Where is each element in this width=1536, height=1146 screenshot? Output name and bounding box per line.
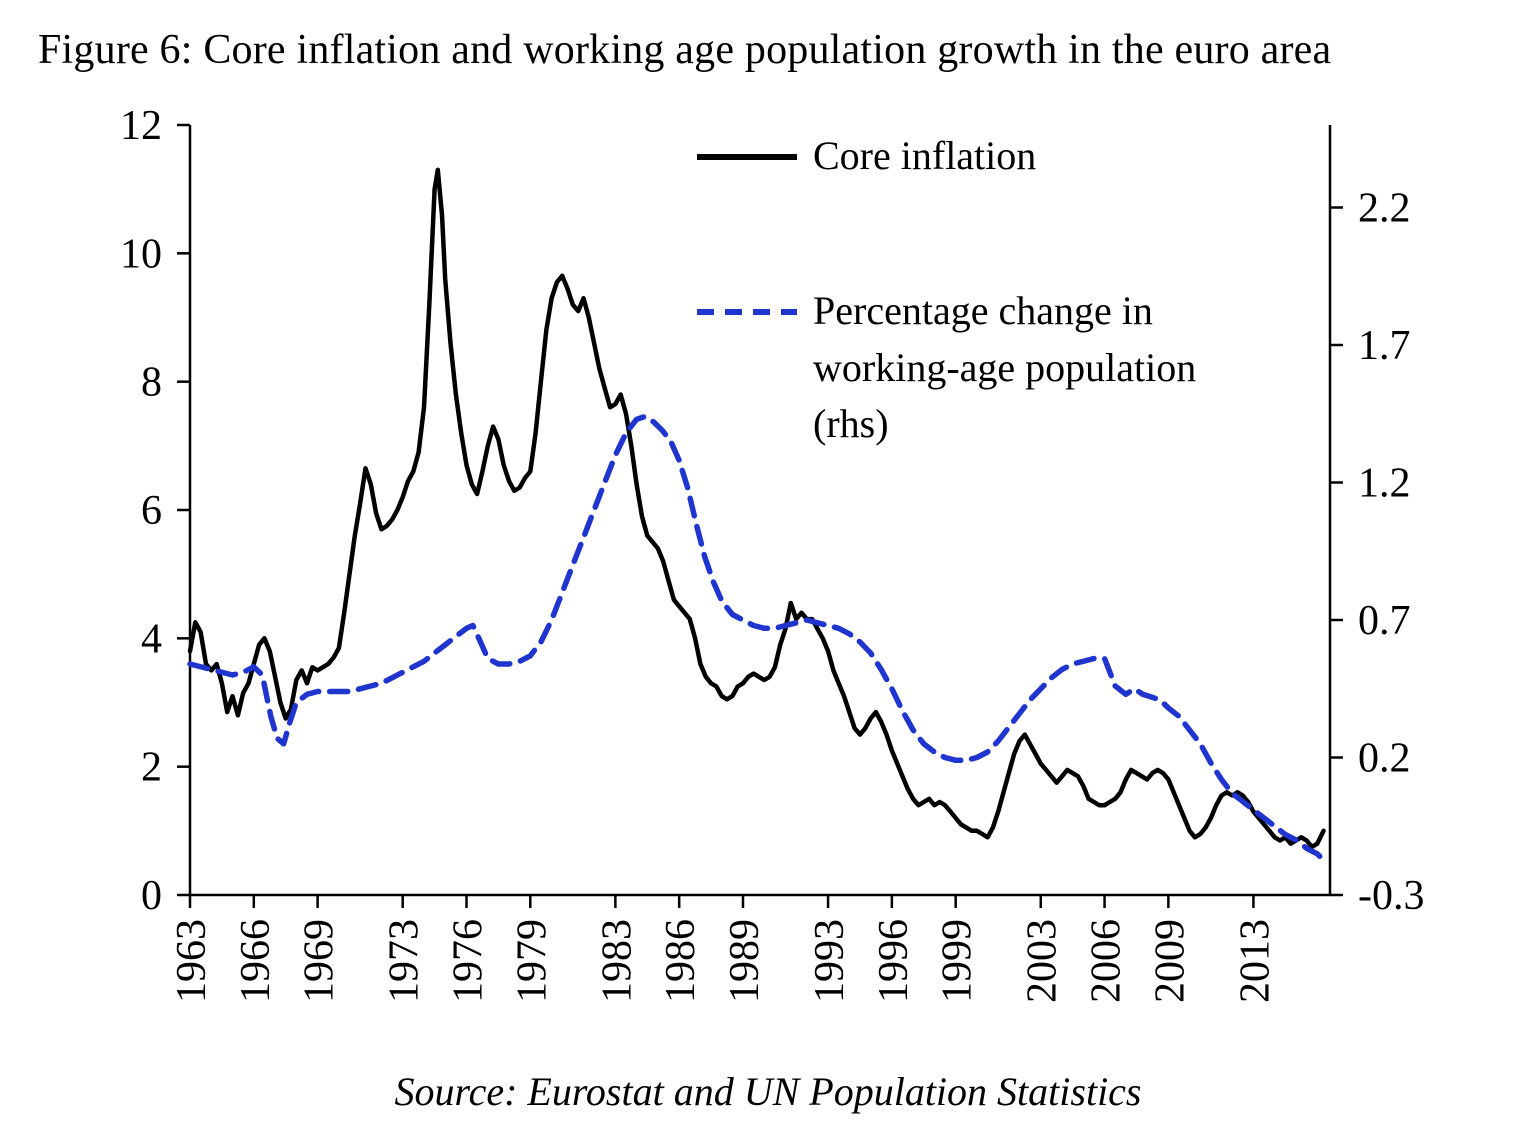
x-tick-label: 1979 xyxy=(509,919,555,1003)
x-tick-label: 1996 xyxy=(871,919,917,1003)
x-tick-label: 1963 xyxy=(169,919,215,1003)
right-tick-label: 1.7 xyxy=(1358,323,1411,369)
series-line-0 xyxy=(187,167,1326,850)
figure-source: Source: Eurostat and UN Population Stati… xyxy=(394,1069,1142,1114)
left-tick-label: 8 xyxy=(141,360,162,406)
left-tick-label: 10 xyxy=(120,231,162,277)
x-tick-label: 2013 xyxy=(1232,919,1278,1003)
right-tick-label: 2.2 xyxy=(1358,186,1411,232)
left-tick-label: 4 xyxy=(141,616,162,662)
x-tick-label: 1966 xyxy=(233,919,279,1003)
right-tick-label: 0.7 xyxy=(1358,598,1411,644)
x-tick-label: 2009 xyxy=(1147,919,1193,1003)
legend-line-population-icon xyxy=(697,308,797,315)
legend-line-core-inflation-icon xyxy=(697,154,797,160)
legend-item-core-inflation: Core inflation xyxy=(697,128,1273,185)
left-tick-label: 6 xyxy=(141,488,162,534)
left-tick-label: 12 xyxy=(120,103,162,149)
x-tick-label: 1999 xyxy=(935,919,981,1003)
legend-label-core-inflation: Core inflation xyxy=(813,133,1037,178)
legend-item-population: Percentage change in working-age populat… xyxy=(697,283,1273,453)
x-tick-label: 2006 xyxy=(1084,919,1130,1003)
x-tick-label: 1989 xyxy=(722,919,768,1003)
figure-title: Figure 6: Core inflation and working age… xyxy=(38,27,1332,73)
x-tick-label: 1986 xyxy=(658,919,704,1003)
series-line-1 xyxy=(187,413,1329,865)
x-tick-label: 2003 xyxy=(1020,919,1066,1003)
right-tick-label: -0.3 xyxy=(1358,873,1425,919)
x-tick-label: 1973 xyxy=(382,919,428,1003)
legend-label-population: Percentage change in working-age populat… xyxy=(813,287,1197,447)
x-tick-label: 1976 xyxy=(445,919,491,1003)
chart-legend: Core inflation Percentage change in work… xyxy=(697,128,1273,453)
x-tick-label: 1993 xyxy=(807,919,853,1003)
x-tick-label: 1969 xyxy=(297,919,343,1003)
right-tick-label: 1.2 xyxy=(1358,461,1411,507)
right-tick-label: 0.2 xyxy=(1358,736,1411,782)
x-tick-label: 1983 xyxy=(594,919,640,1003)
left-tick-label: 0 xyxy=(141,873,162,919)
left-tick-label: 2 xyxy=(141,745,162,791)
